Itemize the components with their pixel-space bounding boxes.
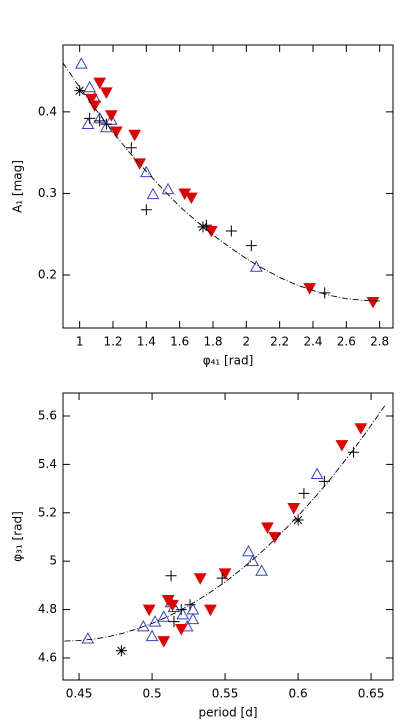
data-point — [216, 572, 228, 584]
y-tick-label: 0.3 — [38, 186, 57, 200]
data-point — [348, 446, 360, 458]
data-point — [165, 570, 177, 582]
data-point — [125, 142, 137, 154]
x-tick-label: 0.5 — [143, 687, 162, 701]
data-point — [225, 225, 237, 237]
data-point — [93, 77, 107, 90]
data-point — [249, 260, 263, 272]
x-axis-label: period [d] — [198, 706, 257, 720]
data-point — [318, 475, 330, 487]
y-tick-label: 5.2 — [38, 505, 57, 519]
data-point — [81, 632, 95, 644]
data-point — [136, 619, 150, 632]
data-point — [74, 57, 88, 69]
data-point — [140, 204, 152, 216]
y-tick-label: 0.2 — [38, 267, 57, 281]
data-point — [166, 599, 179, 612]
data-point — [83, 80, 97, 93]
data-point — [145, 629, 159, 642]
data-point — [186, 612, 200, 625]
data-point — [94, 115, 106, 127]
data-point — [115, 645, 127, 657]
data-point — [184, 192, 198, 205]
data-point — [310, 467, 324, 479]
x-tick-label: 1.8 — [203, 335, 222, 349]
data-point — [168, 616, 180, 628]
data-point — [204, 604, 217, 617]
x-tick-label: 2 — [243, 335, 251, 349]
fit-curve — [64, 404, 387, 642]
data-point — [128, 129, 142, 142]
x-tick-label: 2.4 — [303, 335, 322, 349]
y-axis-label: A₁ [mag] — [11, 160, 25, 213]
x-tick-label: 1.6 — [170, 335, 189, 349]
data-point — [104, 110, 118, 122]
fit-curve — [62, 62, 380, 302]
data-point — [298, 487, 310, 499]
data-point — [193, 573, 207, 585]
y-tick-label: 4.8 — [38, 602, 57, 616]
data-point — [287, 503, 301, 515]
data-point — [157, 636, 171, 648]
x-tick-label: 0.65 — [358, 687, 385, 701]
plot-frame — [62, 44, 394, 329]
y-tick-label: 5.6 — [38, 408, 57, 422]
x-tick-label: 0.45 — [66, 687, 93, 701]
data-point — [246, 554, 260, 567]
data-point — [197, 221, 209, 233]
x-tick-label: 1.4 — [137, 335, 156, 349]
data-point — [88, 100, 102, 112]
data-point — [176, 607, 190, 620]
data-point — [245, 240, 257, 252]
x-axis-label: φ₄₁ [rad] — [203, 354, 254, 368]
data-point — [218, 568, 232, 580]
y-tick-label: 0.4 — [38, 104, 57, 118]
data-point — [261, 522, 274, 534]
data-point — [366, 297, 380, 309]
x-tick-label: 1.2 — [103, 335, 122, 349]
data-point — [161, 182, 175, 195]
y-tick-label: 5 — [49, 554, 57, 568]
data-point — [74, 85, 86, 97]
data-point — [186, 603, 200, 615]
data-point — [99, 87, 113, 99]
y-tick-label: 5.4 — [38, 457, 57, 471]
data-point — [81, 117, 95, 130]
data-point — [268, 532, 282, 544]
data-point — [84, 112, 96, 124]
x-tick-label: 2.2 — [270, 335, 289, 349]
x-tick-label: 0.6 — [289, 687, 308, 701]
y-tick-label: 4.6 — [38, 650, 57, 664]
x-tick-label: 2.8 — [370, 335, 389, 349]
data-point — [292, 514, 304, 526]
y-axis-label: φ₃₁ [rad] — [11, 511, 25, 562]
data-point — [354, 423, 368, 435]
data-point — [157, 610, 171, 622]
data-point — [335, 440, 349, 452]
x-tick-label: 1 — [76, 335, 84, 349]
data-point — [139, 165, 153, 178]
data-point — [174, 624, 188, 636]
data-point — [142, 604, 156, 617]
data-point — [204, 226, 218, 238]
x-tick-label: 2.6 — [337, 335, 356, 349]
data-point — [146, 187, 160, 200]
x-tick-label: 0.55 — [212, 687, 239, 701]
data-point — [109, 126, 123, 138]
plot-frame — [62, 392, 394, 681]
data-point — [303, 283, 317, 295]
data-point — [255, 564, 268, 576]
data-point — [242, 544, 255, 557]
